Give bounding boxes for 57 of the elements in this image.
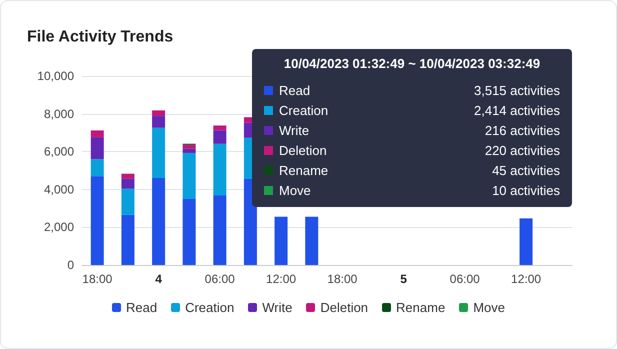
bar: [90, 176, 104, 265]
bar: [213, 130, 226, 144]
annotation: 2,414 activities: [474, 102, 560, 118]
text: Move: [279, 182, 311, 198]
annotation: 10 activities: [492, 182, 560, 198]
y-tick-label: 10,000: [37, 69, 74, 83]
x-tick-label: 18:00: [327, 272, 358, 286]
bar: [182, 198, 196, 265]
annotation: 3,515 activities: [474, 82, 560, 98]
annotation: 220 activities: [484, 142, 560, 158]
bar: [152, 178, 166, 265]
bar: [90, 137, 104, 160]
y-tick-label: 8,000: [44, 106, 74, 121]
y-tick-label: 6,000: [44, 144, 74, 159]
legend-label: Read: [126, 300, 158, 315]
x-tick-label: 12:00: [266, 272, 296, 286]
x-tick-label: 06:00: [450, 272, 480, 286]
bar: [213, 126, 226, 130]
text: 10/04/2023 01:32:49 ~ 10/04/2023 03:32:49: [282, 56, 542, 71]
y-tick-label: 4,000: [44, 182, 74, 196]
bar: [182, 152, 196, 199]
bar: [520, 218, 533, 265]
text: Creation: [185, 300, 234, 315]
chart-title: File Activity Trends: [27, 28, 174, 46]
bar: [121, 214, 134, 265]
legend-label: Creation: [279, 102, 330, 118]
x-tick-label: 5: [400, 272, 408, 286]
legend-label: Rename: [279, 162, 330, 178]
text: Deletion: [320, 300, 368, 315]
legend-label: Deletion: [279, 142, 328, 158]
bar: [121, 178, 134, 189]
annotation: 45 activities: [492, 162, 560, 178]
y-tick-label: 0: [67, 258, 74, 272]
bar: [121, 188, 134, 215]
legend-label: Move: [473, 300, 505, 315]
annotation: 216 activities: [484, 122, 560, 138]
bar: [121, 174, 134, 179]
text: Rename: [396, 300, 446, 315]
y-tick-label: 2,000: [44, 220, 74, 234]
bar: [274, 216, 288, 265]
bar: [213, 195, 226, 265]
bar: [213, 144, 226, 196]
x-tick-label: 4: [155, 272, 162, 286]
text: Read: [279, 82, 310, 98]
bar: [305, 216, 318, 265]
text: Write: [262, 300, 292, 315]
bar: [182, 144, 196, 149]
bar: [90, 130, 104, 138]
bar: [182, 148, 196, 153]
legend-label: Write: [279, 122, 310, 138]
x-tick-label: 12:00: [511, 272, 542, 286]
bar: [90, 159, 104, 176]
bar: [152, 110, 166, 116]
bar: [152, 128, 166, 178]
x-tick-label: 06:00: [204, 272, 236, 286]
bar: [152, 116, 166, 128]
x-tick-label: 18:00: [82, 272, 113, 286]
